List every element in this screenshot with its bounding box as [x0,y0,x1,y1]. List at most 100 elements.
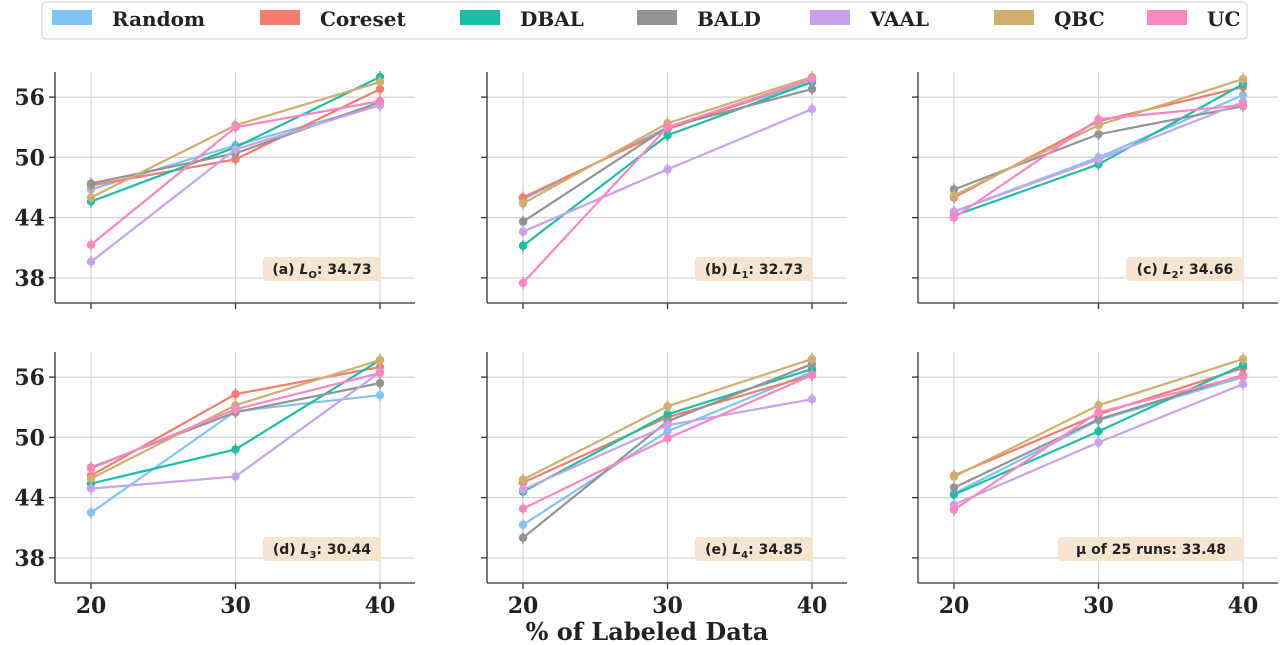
data-point [1238,371,1248,381]
data-point [807,74,817,84]
data-point [518,485,528,494]
panel-annotation: (b) L1: 32.73 [695,257,813,281]
legend-label: QBC [1054,7,1105,31]
series-vaal [518,103,817,238]
data-point [518,227,528,236]
data-point [663,434,672,443]
legend-swatch [810,10,850,25]
data-point [1094,427,1103,436]
data-point [949,213,959,222]
series-uc [518,73,817,289]
data-point [949,185,959,194]
panel-3: (c) L2: 34.66 [912,72,1278,309]
data-point [518,278,528,288]
annotation-box [1126,257,1244,281]
legend-item-uc: UC [1147,7,1240,31]
data-point [1238,360,1248,370]
x-tick-label: 40 [365,593,396,619]
series-uc [86,95,385,251]
y-tick-label: 38 [14,546,45,572]
legend-swatch [260,10,300,25]
data-point [1238,379,1248,389]
data-point [518,199,528,208]
legend-item-dbal: DBAL [460,7,584,31]
legend: Random Coreset DBAL BALD VAAL QBC UC [41,1,1248,40]
series-uc [949,370,1248,516]
panel-annotation: μ of 25 runs: 33.48 [1058,537,1244,561]
data-point [1094,438,1103,447]
panel-2: (b) L1: 32.73 [481,71,847,309]
y-tick-label: 56 [14,365,45,391]
annotation-text: (a) LO: 34.73 [272,262,371,281]
data-point [86,484,96,493]
data-point [518,193,528,202]
annotation-box [263,257,381,281]
y-tick-label: 44 [14,486,45,512]
data-point [663,402,672,411]
legend-label: DBAL [520,7,584,31]
data-point [663,427,672,436]
data-point [518,475,528,484]
legend-label: Coreset [320,7,407,31]
data-point [86,464,96,473]
data-point [231,389,240,399]
data-point [949,191,959,200]
data-point [949,472,959,481]
x-tick-label: 40 [1228,593,1259,619]
data-point [1238,90,1248,100]
legend-item-vaal: VAAL [810,7,929,31]
data-point [375,390,385,400]
data-point [949,505,959,514]
y-tick-label: 50 [14,145,45,171]
series-qbc [518,353,817,486]
data-point [1238,354,1248,364]
data-point [518,520,528,529]
x-tick-label: 20 [939,593,970,619]
series-uc [518,369,817,515]
data-point [518,504,528,513]
x-tick-label: 40 [797,593,828,619]
data-point [949,490,959,499]
x-tick-label: 20 [508,593,539,619]
data-point [807,354,817,364]
legend-label: Random [112,7,205,31]
annotation-text: (c) L2: 34.66 [1137,262,1234,281]
x-tick-label: 30 [652,593,683,619]
annotation-box [263,537,381,561]
data-point [231,445,240,454]
x-tick-label: 30 [1083,593,1114,619]
chart-panels: 38 44 50 56 (a) LO: 34.73 (b) L1: 32.73 (c) L2… [14,71,1278,619]
panel-1: 38 44 50 56 (a) LO: 34.73 [14,71,415,309]
y-tick-label: 56 [14,85,45,111]
data-point [1094,415,1103,424]
data-point [807,395,817,404]
series-uc [949,99,1248,224]
data-point [375,84,385,94]
data-point [518,533,528,543]
y-tick-label: 44 [14,206,45,232]
panel-5: 20 30 40 (e) L4: 34.85 [481,352,847,619]
y-tick-label: 50 [14,425,45,451]
data-point [231,123,240,132]
x-tick-label: 30 [220,593,251,619]
data-point [1094,408,1103,417]
data-point [663,165,672,174]
data-point [518,241,528,250]
data-point [1238,100,1248,110]
data-point [807,84,817,94]
panel-annotation: (c) L2: 34.66 [1126,257,1244,281]
series-vaal [518,393,817,496]
data-point [1094,155,1103,164]
data-point [663,123,672,132]
data-point [231,472,240,481]
series-qbc [949,353,1248,483]
data-point [86,257,96,267]
data-point [807,370,817,380]
legend-swatch [52,10,92,25]
panel-6: 20 30 40 μ of 25 runs: 33.48 [912,352,1278,619]
data-point [1238,74,1248,84]
data-point [949,207,959,216]
data-point [375,368,385,378]
annotation-text: (b) L1: 32.73 [705,262,803,281]
x-tick-label: 20 [76,593,107,619]
